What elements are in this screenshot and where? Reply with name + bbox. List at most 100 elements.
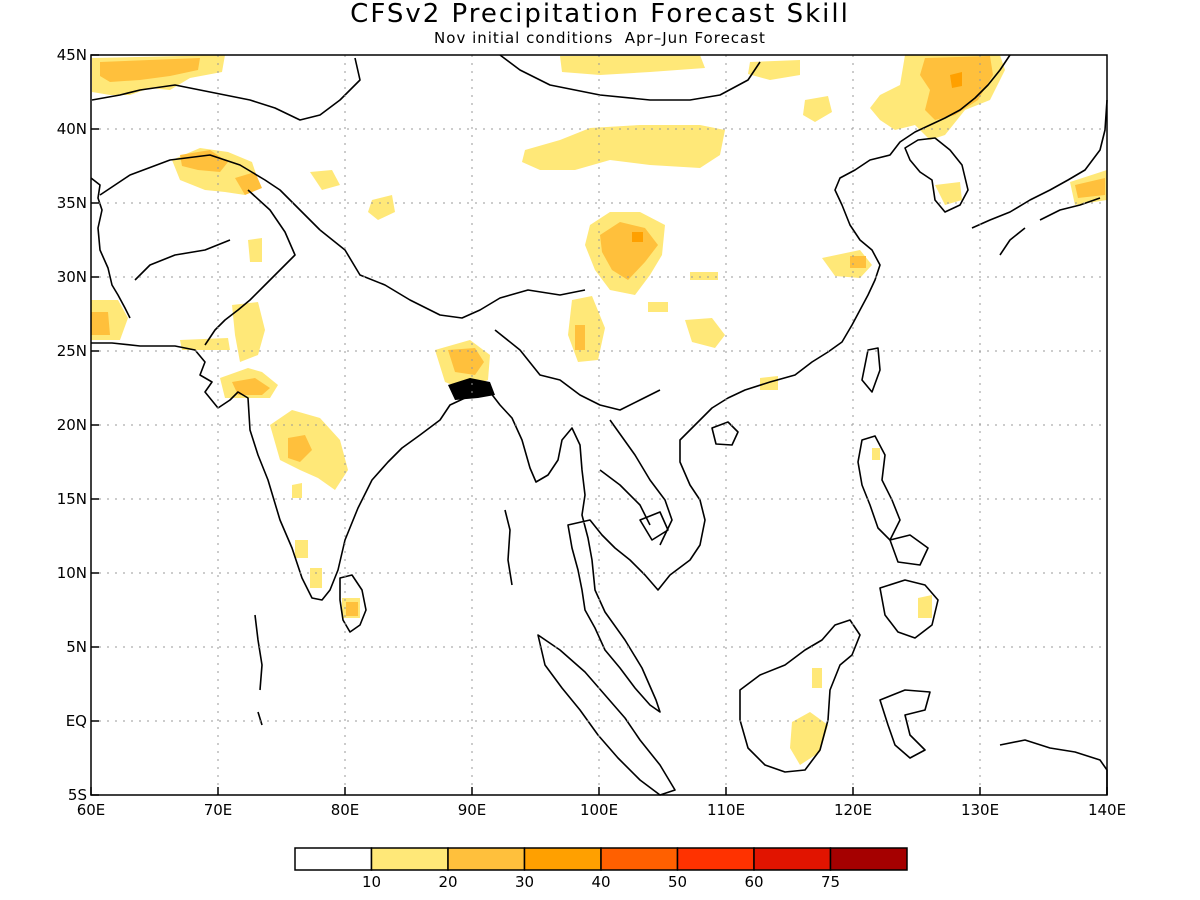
coastline-taiwan [861,347,881,393]
skill-region-kashmir [235,172,262,195]
skill-region-afghan-north [310,170,340,190]
coastline-sulawesi [879,689,931,759]
skill-region-gujarat-core [232,378,270,395]
border-afghan [99,154,321,231]
colorbar: 10 20 30 40 50 60 75 [294,847,908,891]
lat-tick-label: 45N [57,46,87,64]
colorbar-swatch [676,847,755,871]
coastline-korea [904,137,969,213]
skill-region-north-china-small [803,96,832,122]
lon-tick-label: 70E [204,801,233,819]
lat-tick-label: 20N [57,416,87,434]
colorbar-swatches [294,847,908,871]
skill-region-luzon [872,448,880,460]
coastlines [90,54,1108,796]
skill-region-china-small-1 [690,272,718,280]
skill-region-tarim [368,195,395,220]
lat-tick-label: 25N [57,342,87,360]
coastline-sri-lanka [339,574,367,633]
skill-region-kerala [310,568,322,588]
coastline-maldives [254,614,263,726]
lat-tick-label: 5S [68,786,87,804]
skill-region-mongolia-east [748,60,800,80]
skill-region-pakistan-small [248,238,262,262]
skill-region-india-small [292,483,302,498]
colorbar-swatch [447,847,526,871]
skill-region-bangladesh-core [448,348,484,375]
lon-tick-label: 60E [77,801,106,819]
lat-tick-label: 30N [57,268,87,286]
skill-region-afghanistan-core [180,150,228,172]
colorbar-swatch [370,847,449,871]
border-himalaya [319,229,586,319]
lat-tick-label: 10N [57,564,87,582]
colorbar-swatch [523,847,602,871]
coastline-luzon [857,435,901,541]
colorbar-swatch [753,847,832,871]
lon-labels: 60E 70E 80E 90E 100E 110E 120E 130E 140E [77,787,1126,819]
border-india-pakistan [204,189,296,346]
skill-region-central-india-core [288,435,312,462]
bangladesh-delta [448,378,495,400]
map-panel: 45N 40N 35N 30N 25N 20N 15N 10N 5N EQ 5S 60E 70E 80E… [57,46,1126,819]
colorbar-swatch [600,847,679,871]
coastline-andaman [504,509,513,586]
coastline-iran [90,177,131,319]
colorbar-label: 10 [362,873,381,891]
colorbar-label: 75 [821,873,840,891]
border-myanmar [494,329,661,411]
colorbar-label: 50 [668,873,687,891]
skill-region-yunnan [685,318,725,348]
colorbar-swatch [829,847,908,871]
lon-tick-label: 80E [331,801,360,819]
skill-region-philippines [918,595,932,618]
colorbar-swatch [294,847,373,871]
skill-region-china-small-2 [648,302,668,312]
lon-tick-label: 100E [580,801,618,819]
skill-region-korea [935,182,962,205]
skill-region-japan-core [1075,178,1105,198]
border-mongolia [499,54,761,101]
coastline-hainan [711,421,739,446]
skill-region-manchuria-peak [950,72,962,88]
colorbar-label: 30 [515,873,534,891]
lat-tick-label: 5N [66,638,87,656]
skill-region-borneo-north [812,668,822,688]
lon-tick-label: 110E [707,801,745,819]
coastline-sumatra [537,634,676,796]
lon-tick-label: 140E [1088,801,1126,819]
skill-region-tibet-core [600,222,658,280]
lon-tick-label: 90E [458,801,487,819]
skill-region-south-india [295,540,308,558]
lat-tick-label: EQ [66,712,87,730]
graticule [91,55,1107,795]
border-tonle-sap [639,511,669,541]
map-title: CFSv2 Precipitation Forecast Skill [350,0,850,29]
colorbar-label: 40 [591,873,610,891]
skill-region-iran-coast-core [91,312,110,335]
coastline-mindanao [879,579,939,639]
skill-region-tibet-peak [632,232,643,242]
skill-region-china-band [522,125,725,170]
skill-region-east-china-core [850,256,866,268]
colorbar-label: 60 [744,873,763,891]
skill-region-manchuria-core [920,56,993,120]
lat-tick-label: 35N [57,194,87,212]
skill-region-sri-lanka-core [346,602,358,616]
skill-region-central-asia-core [100,58,200,82]
map-subtitle: Nov initial conditions Apr–Jun Forecast [434,29,766,47]
colorbar-labels: 10 20 30 40 50 60 75 [362,873,840,891]
coastline-visayas [889,534,929,566]
coastline-borneo [739,619,861,773]
skill-region-mongolia [560,55,705,75]
border-pakistan-iran [134,239,231,281]
coastline-japan [971,99,1108,256]
coastline-mainland-asia [91,54,1011,713]
lon-tick-label: 120E [834,801,872,819]
lat-tick-label: 15N [57,490,87,508]
lat-labels: 45N 40N 35N 30N 25N 20N 15N 10N 5N EQ 5S [57,46,99,804]
skill-region-india-west [232,302,265,362]
border-china-north [91,57,361,121]
skill-region-myanmar-north-core [575,325,585,350]
